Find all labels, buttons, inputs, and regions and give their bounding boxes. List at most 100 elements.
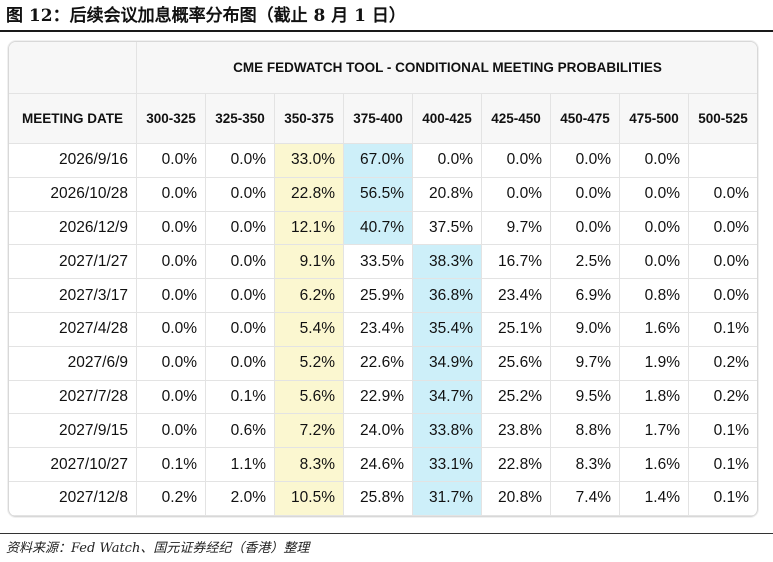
- probability-cell: 0.2%: [689, 347, 757, 381]
- probability-cell: 0.0%: [206, 144, 275, 178]
- probability-cell: 37.5%: [413, 211, 482, 246]
- probability-cell: 33.5%: [344, 245, 413, 280]
- meeting-date-cell: 2026/9/16: [9, 144, 137, 178]
- probability-cell: 0.0%: [689, 178, 757, 212]
- probability-cell: 1.6%: [620, 448, 689, 482]
- probability-cell: 23.8%: [482, 414, 551, 449]
- probability-cell: 33.1%: [413, 448, 482, 482]
- rate-column-header: 325-350: [206, 94, 275, 144]
- probability-cell: 0.0%: [206, 313, 275, 347]
- probability-cell: 0.0%: [482, 177, 551, 212]
- probability-cell: 0.2%: [137, 482, 206, 516]
- probability-cell: 20.8%: [482, 482, 551, 516]
- probability-cell: 1.1%: [206, 448, 275, 482]
- probability-cell: 0.0%: [137, 346, 206, 381]
- probability-cell: 0.0%: [689, 279, 757, 313]
- probability-cell: 25.6%: [482, 346, 551, 381]
- probability-cell: 9.1%: [275, 245, 344, 280]
- probability-cell: 0.0%: [689, 212, 757, 246]
- rate-column-header: 500-525: [689, 94, 757, 144]
- probability-cell: 1.8%: [620, 380, 689, 415]
- meeting-date-cell: 2027/3/17: [9, 279, 137, 313]
- probability-cell: 0.0%: [206, 211, 275, 246]
- probability-cell: 1.4%: [620, 482, 689, 516]
- probability-cell: 0.0%: [551, 144, 620, 178]
- probability-cell: 25.1%: [482, 313, 551, 347]
- probability-cell: 5.6%: [275, 380, 344, 415]
- rate-column-header: 450-475: [551, 94, 620, 144]
- probability-cell: 40.7%: [344, 211, 413, 246]
- probability-cell: 8.3%: [551, 448, 620, 482]
- probability-cell: 0.0%: [137, 380, 206, 415]
- probability-cell: 0.0%: [206, 245, 275, 280]
- probability-cell: 10.5%: [275, 482, 344, 516]
- rate-column-header: 425-450: [482, 94, 551, 144]
- meeting-date-cell: 2027/6/9: [9, 346, 137, 381]
- meeting-date-cell: 2027/7/28: [9, 380, 137, 415]
- table-corner: [9, 42, 137, 94]
- probability-cell: 0.0%: [137, 313, 206, 347]
- probability-cell: 0.0%: [206, 177, 275, 212]
- probability-cell: 0.1%: [689, 448, 757, 482]
- probability-cell: 22.9%: [344, 380, 413, 415]
- probability-cell: 2.0%: [206, 482, 275, 516]
- probability-cell: 34.9%: [413, 346, 482, 381]
- probability-cell: 2.5%: [551, 245, 620, 280]
- probability-cell: 12.1%: [275, 211, 344, 246]
- probability-cell: 24.0%: [344, 414, 413, 449]
- rate-column-header: 400-425: [413, 94, 482, 144]
- probability-cell: 33.0%: [275, 144, 344, 178]
- probability-cell: 0.8%: [620, 279, 689, 313]
- probability-cell: 34.7%: [413, 380, 482, 415]
- probability-cell: 0.0%: [137, 211, 206, 246]
- probability-cell: 7.2%: [275, 414, 344, 449]
- probability-cell: 0.1%: [689, 313, 757, 347]
- probability-cell: 25.8%: [344, 482, 413, 516]
- meeting-date-cell: 2027/10/27: [9, 448, 137, 482]
- probability-cell: 0.0%: [137, 144, 206, 178]
- probability-cell: 9.0%: [551, 313, 620, 347]
- probability-cell: 24.6%: [344, 448, 413, 482]
- probability-cell: 0.0%: [551, 177, 620, 212]
- probability-cell: 1.9%: [620, 346, 689, 381]
- meeting-date-cell: 2026/12/9: [9, 211, 137, 246]
- probability-cell: 0.0%: [206, 346, 275, 381]
- probability-cell: 0.0%: [137, 245, 206, 280]
- probability-cell: 25.2%: [482, 380, 551, 415]
- probability-cell: 0.1%: [206, 380, 275, 415]
- probability-cell: 22.6%: [344, 346, 413, 381]
- rate-column-header: 375-400: [344, 94, 413, 144]
- probability-cell: 9.7%: [482, 211, 551, 246]
- probability-cell: 9.5%: [551, 380, 620, 415]
- probability-cell: 67.0%: [344, 144, 413, 178]
- probability-cell: 22.8%: [482, 448, 551, 482]
- probability-cell: [689, 144, 757, 178]
- probability-cell: 0.0%: [482, 144, 551, 178]
- meeting-date-header: MEETING DATE: [9, 94, 137, 144]
- probability-cell: 0.0%: [413, 144, 482, 178]
- source-note: 资料来源：Fed Watch、国元证券经纪（香港）整理: [6, 541, 310, 556]
- rate-column-header: 350-375: [275, 94, 344, 144]
- probability-cell: 31.7%: [413, 482, 482, 516]
- meeting-date-cell: 2027/4/28: [9, 313, 137, 347]
- title-rule: [0, 30, 773, 32]
- table-title: CME FEDWATCH TOOL - CONDITIONAL MEETING …: [137, 42, 757, 94]
- figure-title: 图 12：后续会议加息概率分布图（截止 8 月 1 日）: [6, 6, 406, 26]
- probability-cell: 5.4%: [275, 313, 344, 347]
- probability-cell: 0.0%: [137, 279, 206, 313]
- probability-cell: 0.2%: [689, 381, 757, 415]
- probability-cell: 8.3%: [275, 448, 344, 482]
- probability-cell: 1.6%: [620, 313, 689, 347]
- probability-cell: 0.0%: [137, 414, 206, 449]
- probability-cell: 35.4%: [413, 313, 482, 347]
- meeting-date-cell: 2027/12/8: [9, 482, 137, 516]
- meeting-date-cell: 2027/1/27: [9, 245, 137, 280]
- probability-cell: 6.2%: [275, 279, 344, 313]
- probability-cell: 23.4%: [344, 313, 413, 347]
- probability-cell: 0.0%: [689, 245, 757, 280]
- probability-cell: 0.0%: [620, 177, 689, 212]
- meeting-date-cell: 2027/9/15: [9, 414, 137, 449]
- source-rule: [0, 533, 773, 534]
- probability-cell: 6.9%: [551, 279, 620, 313]
- probability-cell: 0.0%: [137, 177, 206, 212]
